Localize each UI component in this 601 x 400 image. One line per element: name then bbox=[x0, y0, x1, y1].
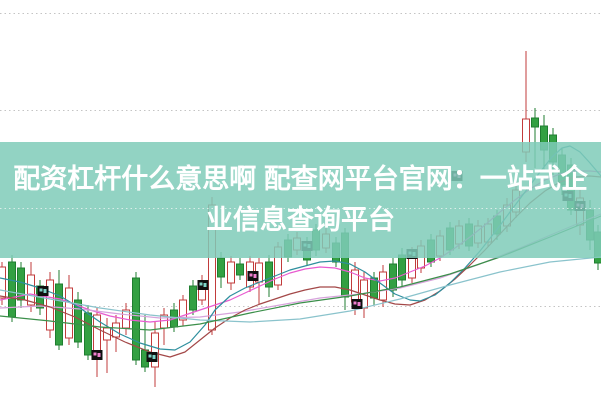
headline-line-2: 业信息查询平台 bbox=[206, 205, 395, 235]
candle-body bbox=[227, 261, 235, 284]
candle-body bbox=[55, 283, 63, 346]
marker-dot bbox=[203, 283, 207, 287]
candle-up bbox=[27, 262, 35, 312]
candle-down bbox=[236, 258, 244, 280]
candle-body bbox=[27, 274, 35, 306]
candle-down bbox=[217, 252, 225, 288]
marker-box bbox=[197, 280, 209, 290]
marker-box bbox=[351, 299, 363, 309]
headline: 配资杠杆什么意思啊 配查网平台官网：一站式企 业信息查询平台 bbox=[0, 142, 601, 258]
candle-body bbox=[132, 277, 140, 361]
candle-down bbox=[17, 262, 25, 308]
trade-marker-pink bbox=[351, 299, 363, 309]
marker-box bbox=[37, 286, 49, 296]
trade-marker-pink bbox=[91, 350, 103, 360]
candle-body bbox=[8, 261, 16, 318]
marker-dot bbox=[353, 301, 357, 305]
candle-down bbox=[8, 255, 16, 322]
candle-up bbox=[179, 295, 187, 326]
marker-dot bbox=[148, 354, 152, 358]
marker-box bbox=[146, 352, 158, 362]
candle-body bbox=[236, 263, 244, 276]
trade-marker-teal bbox=[197, 280, 209, 290]
candle-body bbox=[265, 261, 273, 288]
marker-dot bbox=[93, 352, 97, 356]
candle-down bbox=[265, 255, 273, 297]
candle-body bbox=[0, 266, 6, 299]
candle-body bbox=[217, 257, 225, 278]
trade-marker-teal bbox=[37, 286, 49, 296]
marker-dot bbox=[97, 353, 101, 357]
marker-dot bbox=[253, 274, 257, 278]
candle-body bbox=[17, 267, 25, 301]
candle-body bbox=[531, 117, 539, 128]
headline-line-1: 配资杠杆什么意思啊 配查网平台官网：一站式企 bbox=[13, 164, 588, 194]
trade-marker-teal bbox=[146, 352, 158, 362]
marker-dot bbox=[357, 302, 361, 306]
candle-body bbox=[151, 332, 159, 368]
candle-body bbox=[389, 263, 397, 291]
marker-box bbox=[91, 350, 103, 360]
trade-marker-pink bbox=[247, 271, 259, 281]
candle-down bbox=[189, 280, 197, 315]
marker-dot bbox=[43, 289, 47, 293]
candle-up bbox=[227, 256, 235, 290]
candle-up bbox=[46, 272, 54, 338]
candle-up bbox=[65, 275, 73, 345]
marker-box bbox=[247, 271, 259, 281]
candle-body bbox=[189, 285, 197, 311]
marker-dot bbox=[249, 273, 253, 277]
candle-down bbox=[132, 272, 140, 365]
ma-cyan-slow bbox=[0, 256, 601, 323]
headline-banner bbox=[0, 142, 601, 258]
candle-body bbox=[46, 279, 54, 331]
candle-up bbox=[379, 265, 387, 307]
marker-dot bbox=[199, 282, 203, 286]
candle-body bbox=[379, 271, 387, 301]
candle-body bbox=[179, 299, 187, 321]
candle-up bbox=[0, 262, 6, 305]
marker-dot bbox=[152, 355, 156, 359]
candle-body bbox=[84, 312, 92, 356]
candle-up bbox=[160, 308, 168, 345]
marker-dot bbox=[39, 288, 43, 292]
